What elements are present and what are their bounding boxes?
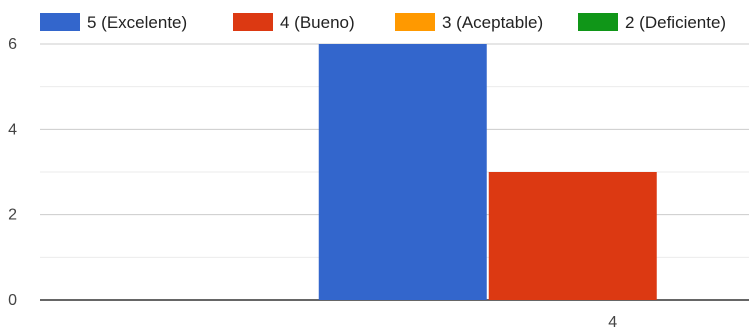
bars [318,44,657,300]
legend-swatch [395,13,435,31]
y-tick-label: 2 [8,207,17,224]
y-axis-ticks: 0 2 4 6 [8,36,17,309]
legend-item: 2 (Deficiente) [578,13,726,32]
legend-item: 4 (Bueno) [233,13,355,32]
legend-label: 3 (Aceptable) [442,13,543,32]
legend-label: 2 (Deficiente) [625,13,726,32]
legend-swatch [40,13,80,31]
legend-swatch [578,13,618,31]
legend-item: 5 (Excelente) [40,13,187,32]
y-tick-label: 6 [8,36,17,53]
legend-label: 4 (Bueno) [280,13,355,32]
bar-5-4 [318,44,487,300]
legend-item: 3 (Aceptable) [395,13,543,32]
x-axis-ticks: 4 [608,314,617,331]
legend-label: 5 (Excelente) [87,13,187,32]
y-tick-label: 0 [8,292,17,309]
y-tick-label: 4 [8,121,17,138]
legend: 5 (Excelente) 4 (Bueno) 3 (Aceptable) 2 (De… [40,13,726,32]
legend-swatch [233,13,273,31]
x-tick-label: 4 [608,314,617,331]
bar-4-4 [488,172,657,300]
